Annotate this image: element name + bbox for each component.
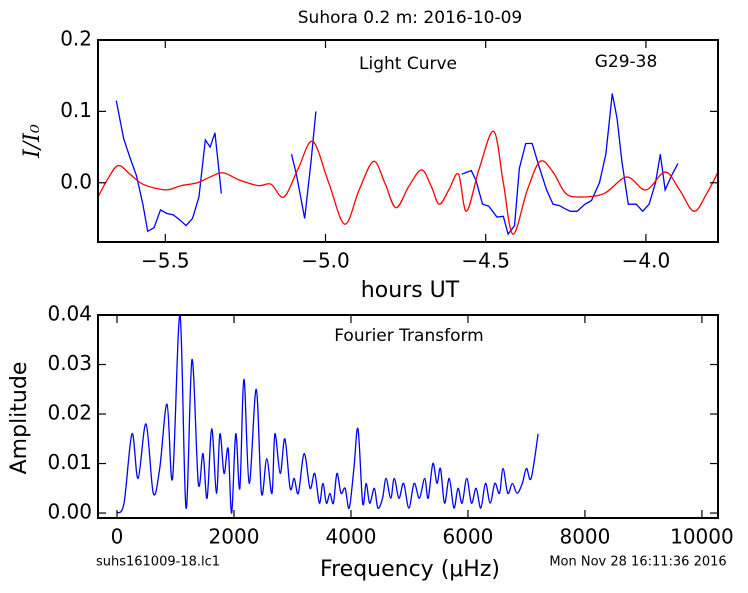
series-line (98, 130, 718, 235)
axes-frame (97, 39, 719, 243)
x-axis-label: Frequency (μHz) (320, 557, 500, 582)
y-tick-label: 0.04 (47, 302, 92, 326)
x-axis-label: hours UT (361, 278, 460, 303)
x-tick-label: 8000 (559, 525, 610, 549)
x-tick-label: 4000 (326, 525, 377, 549)
footer-file: suhs161009-18.lc1 (96, 555, 220, 570)
footer-date: Mon Nov 28 16:11:36 2016 (549, 555, 726, 570)
chart-title: Suhora 0.2 m: 2016-10-09 (298, 8, 522, 28)
x-tick-label: 6000 (442, 525, 493, 549)
y-tick-label: 0.2 (60, 27, 92, 51)
x-tick-label: −5.0 (301, 249, 350, 273)
x-tick-label: −4.5 (461, 249, 510, 273)
y-axis-label: Amplitude (7, 362, 32, 475)
series-line (116, 315, 539, 514)
y-axis-label: I/I₀ (20, 124, 45, 159)
axes-frame (97, 314, 719, 519)
y-tick-label: 0.1 (60, 98, 92, 122)
x-tick-label: 2000 (209, 525, 260, 549)
x-tick-label: 10000 (670, 525, 734, 549)
x-tick-label: −5.5 (141, 249, 190, 273)
series-line (115, 93, 679, 236)
y-tick-label: 0.0 (60, 169, 92, 193)
y-tick-label: 0.02 (47, 401, 92, 425)
y-tick-label: 0.00 (47, 500, 92, 524)
x-tick-label: 0 (111, 525, 124, 549)
annotation: G29-38 (595, 52, 658, 72)
y-tick-label: 0.01 (47, 450, 92, 474)
y-tick-label: 0.03 (47, 351, 92, 375)
annotation: Fourier Transform (334, 326, 483, 346)
x-tick-label: −4.0 (622, 249, 671, 273)
annotation: Light Curve (359, 54, 457, 74)
